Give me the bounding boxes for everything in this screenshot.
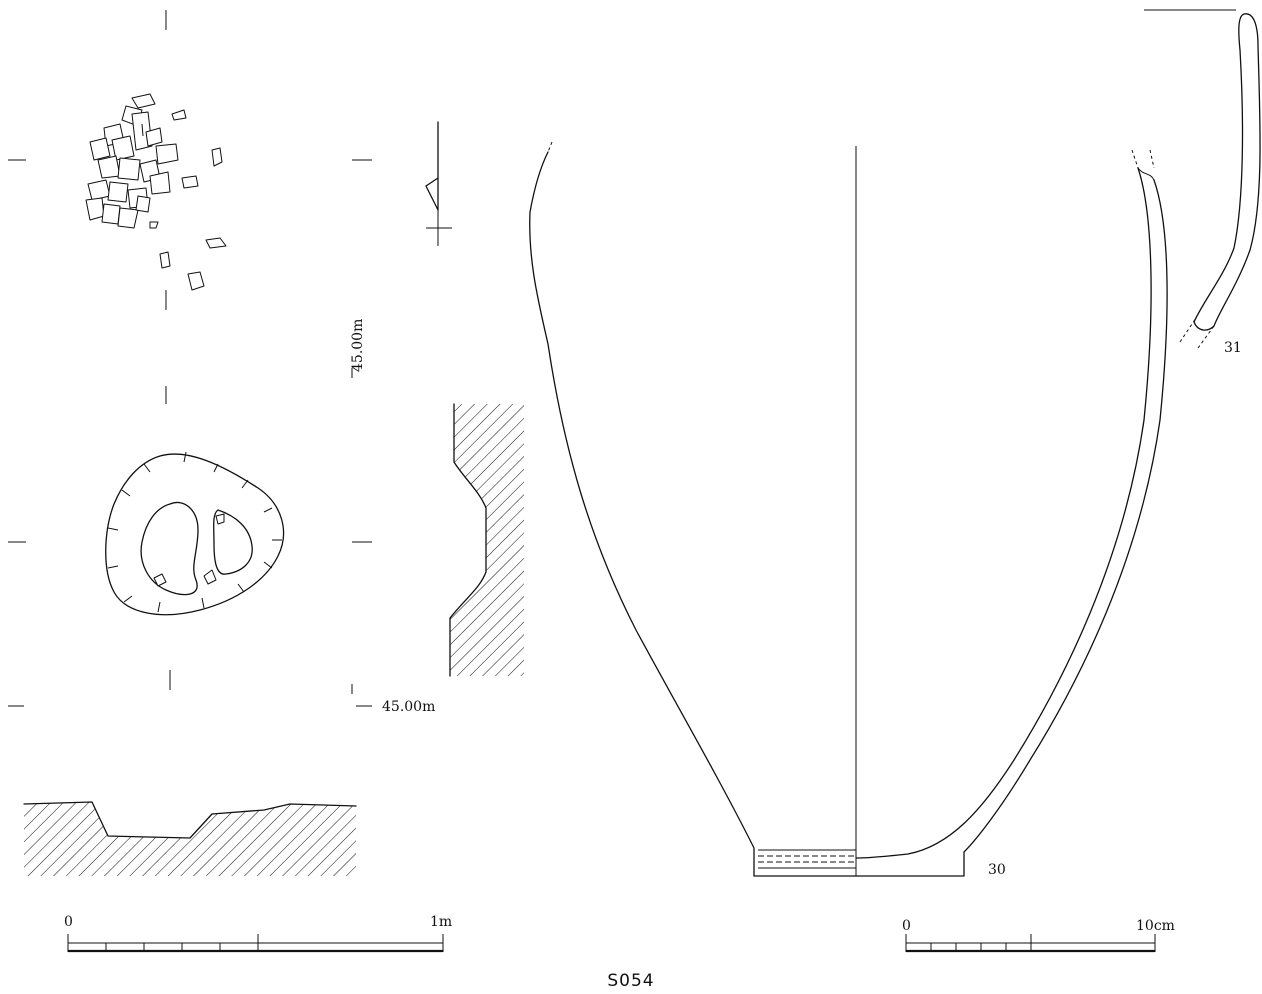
feature-scale-end: 1m — [430, 914, 452, 930]
sherd-31-drawing: 31 — [1144, 9, 1261, 356]
pit-section-vertical — [449, 403, 524, 677]
pit-outer-edge — [105, 453, 285, 616]
pit-inner-edge-left — [140, 501, 199, 596]
elevation-label-upper: 45.00m — [350, 319, 366, 372]
pit-plan: 45.00m — [8, 386, 524, 876]
sherd-cluster — [85, 93, 227, 291]
pit-stone — [215, 513, 225, 525]
vessel-30-number: 30 — [988, 862, 1006, 878]
pit-section-horizontal — [23, 801, 357, 876]
artifact-scale-end: 10cm — [1136, 918, 1175, 934]
vessel-30-drawing: 30 — [529, 141, 1168, 878]
elevation-label-lower: 45.00m — [382, 699, 435, 715]
pit-stone — [153, 573, 167, 587]
feature-scale-start: 0 — [64, 914, 73, 930]
pit-inner-edge-right — [213, 509, 253, 575]
artifact-scale-start: 0 — [902, 918, 911, 934]
artifact-scale-bar: 0 10cm — [902, 918, 1175, 953]
vessel-exterior-profile-left — [529, 151, 857, 877]
vessel-exterior-profile-right — [855, 179, 1168, 877]
sherd-31-profile — [1193, 13, 1261, 331]
pit-slope-ticks — [107, 451, 282, 613]
pit-stone — [203, 569, 217, 585]
sherd-scatter-plan: 45.00m — [8, 10, 452, 378]
sherd-31-number: 31 — [1224, 340, 1242, 356]
feature-scale-bar: 0 1m — [64, 914, 452, 953]
north-arrow — [425, 121, 452, 246]
figure-title: S054 — [607, 971, 654, 991]
vessel-interior-profile-right — [855, 167, 1152, 859]
